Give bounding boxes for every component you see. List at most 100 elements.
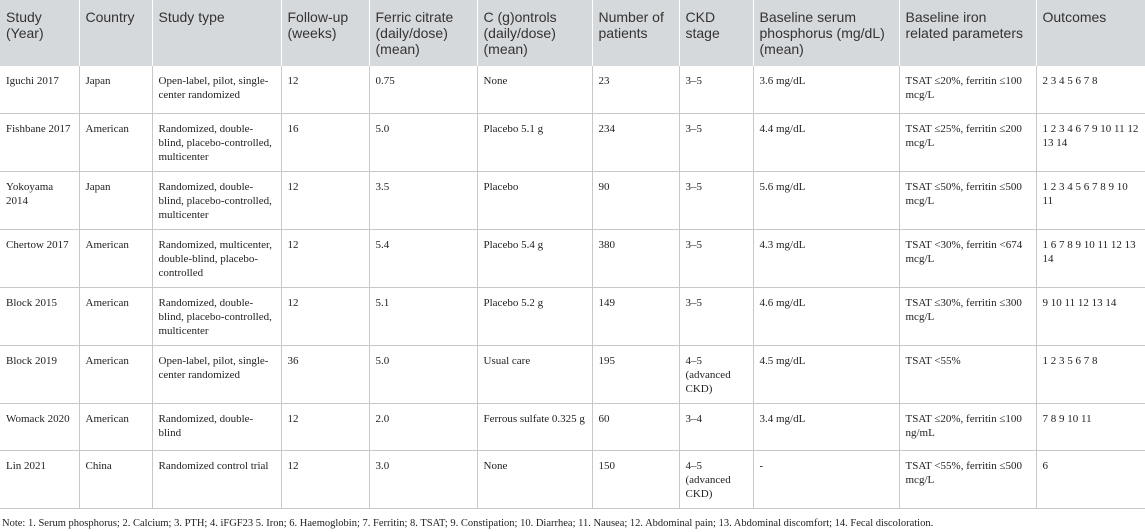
cell-country: China (79, 450, 153, 509)
cell-study-type: Randomized, multicenter, double-blind, p… (152, 229, 282, 288)
cell-follow-up: 12 (281, 171, 370, 230)
header-follow-up: Follow-up (weeks) (281, 0, 370, 66)
cell-patients: 150 (592, 450, 680, 509)
cell-follow-up: 12 (281, 450, 370, 509)
cell-patients: 90 (592, 171, 680, 230)
cell-ckd-stage: 4–5 (advanced CKD) (679, 345, 754, 404)
cell-patients: 149 (592, 287, 680, 346)
cell-study-type: Randomized control trial (152, 450, 282, 509)
cell-study: Womack 2020 (0, 403, 80, 451)
cell-country: Japan (79, 171, 153, 230)
cell-study: Iguchi 2017 (0, 66, 80, 114)
cell-phosphorus: 4.4 mg/dL (753, 113, 900, 172)
cell-iron: TSAT ≤50%, ferritin ≤500 mcg/L (899, 171, 1037, 230)
cell-study-type: Randomized, double-blind (152, 403, 282, 451)
cell-phosphorus: 4.6 mg/dL (753, 287, 900, 346)
cell-study: Block 2015 (0, 287, 80, 346)
cell-follow-up: 36 (281, 345, 370, 404)
table-row: Yokoyama 2014 Japan Randomized, double-b… (0, 171, 1145, 230)
header-ckd-stage: CKD stage (679, 0, 754, 66)
table-row: Lin 2021 China Randomized control trial … (0, 450, 1145, 509)
header-row: Study (Year) Country Study type Follow-u… (0, 0, 1145, 66)
cell-country: American (79, 345, 153, 404)
cell-ferric-citrate: 2.0 (369, 403, 478, 451)
table-row: Block 2015 American Randomized, double-b… (0, 287, 1145, 346)
table-row: Block 2019 American Open-label, pilot, s… (0, 345, 1145, 404)
cell-outcomes: 6 (1036, 450, 1145, 509)
cell-outcomes: 9 10 11 12 13 14 (1036, 287, 1145, 346)
cell-ckd-stage: 3–5 (679, 171, 754, 230)
cell-ferric-citrate: 5.0 (369, 113, 478, 172)
header-study-type: Study type (152, 0, 282, 66)
cell-iron: TSAT ≤20%, ferritin ≤100 ng/mL (899, 403, 1037, 451)
cell-ckd-stage: 4–5 (advanced CKD) (679, 450, 754, 509)
cell-study-type: Randomized, double-blind, placebo-contro… (152, 287, 282, 346)
cell-controls: Placebo 5.4 g (477, 229, 593, 288)
cell-study-type: Randomized, double-blind, placebo-contro… (152, 113, 282, 172)
cell-controls: Placebo 5.1 g (477, 113, 593, 172)
cell-controls: Placebo (477, 171, 593, 230)
header-country: Country (79, 0, 153, 66)
cell-ckd-stage: 3–5 (679, 113, 754, 172)
table-row: Fishbane 2017 American Randomized, doubl… (0, 113, 1145, 172)
cell-ferric-citrate: 3.5 (369, 171, 478, 230)
header-ferric-citrate: Ferric citrate (daily/dose) (mean) (369, 0, 478, 66)
cell-study: Chertow 2017 (0, 229, 80, 288)
cell-country: Japan (79, 66, 153, 114)
cell-patients: 234 (592, 113, 680, 172)
cell-phosphorus: 3.6 mg/dL (753, 66, 900, 114)
cell-study: Fishbane 2017 (0, 113, 80, 172)
cell-ferric-citrate: 5.1 (369, 287, 478, 346)
cell-ferric-citrate: 5.4 (369, 229, 478, 288)
cell-outcomes: 1 2 3 5 6 7 8 (1036, 345, 1145, 404)
cell-ckd-stage: 3–4 (679, 403, 754, 451)
cell-study: Block 2019 (0, 345, 80, 404)
cell-study-type: Open-label, pilot, single-center randomi… (152, 345, 282, 404)
cell-patients: 195 (592, 345, 680, 404)
cell-controls: Placebo 5.2 g (477, 287, 593, 346)
cell-study: Yokoyama 2014 (0, 171, 80, 230)
cell-follow-up: 12 (281, 229, 370, 288)
cell-phosphorus: 4.5 mg/dL (753, 345, 900, 404)
cell-controls: Usual care (477, 345, 593, 404)
cell-phosphorus: - (753, 450, 900, 509)
cell-patients: 380 (592, 229, 680, 288)
cell-follow-up: 12 (281, 403, 370, 451)
cell-outcomes: 1 2 3 4 5 6 7 8 9 10 11 (1036, 171, 1145, 230)
cell-study-type: Open-label, pilot, single-center randomi… (152, 66, 282, 114)
cell-ferric-citrate: 5.0 (369, 345, 478, 404)
table-header: Study (Year) Country Study type Follow-u… (0, 0, 1145, 66)
header-baseline-iron: Baseline iron related parameters (899, 0, 1037, 66)
cell-follow-up: 12 (281, 287, 370, 346)
cell-outcomes: 2 3 4 5 6 7 8 (1036, 66, 1145, 114)
cell-controls: None (477, 66, 593, 114)
cell-ferric-citrate: 3.0 (369, 450, 478, 509)
cell-ckd-stage: 3–5 (679, 229, 754, 288)
cell-outcomes: 1 2 3 4 6 7 9 10 11 12 13 14 (1036, 113, 1145, 172)
cell-iron: TSAT ≤30%, ferritin ≤300 mcg/L (899, 287, 1037, 346)
cell-country: American (79, 403, 153, 451)
cell-iron: TSAT <55%, ferritin ≤500 mcg/L (899, 450, 1037, 509)
header-outcomes: Outcomes (1042, 9, 1107, 25)
cell-follow-up: 16 (281, 113, 370, 172)
cell-iron: TSAT ≤25%, ferritin ≤200 mcg/L (899, 113, 1037, 172)
cell-outcomes: 1 6 7 8 9 10 11 12 13 14 (1036, 229, 1145, 288)
cell-ckd-stage: 3–5 (679, 287, 754, 346)
cell-controls: Ferrous sulfate 0.325 g (477, 403, 593, 451)
cell-country: American (79, 113, 153, 172)
cell-phosphorus: 3.4 mg/dL (753, 403, 900, 451)
study-table: Study (Year) Country Study type Follow-u… (0, 0, 1145, 509)
cell-study-type: Randomized, double-blind, placebo-contro… (152, 171, 282, 230)
header-study-year: Study (Year) (0, 0, 80, 66)
cell-patients: 23 (592, 66, 680, 114)
table-row: Chertow 2017 American Randomized, multic… (0, 229, 1145, 288)
cell-phosphorus: 5.6 mg/dL (753, 171, 900, 230)
table-row: Womack 2020 American Randomized, double-… (0, 403, 1145, 451)
cell-country: American (79, 287, 153, 346)
cell-patients: 60 (592, 403, 680, 451)
cell-study: Lin 2021 (0, 450, 80, 509)
header-controls: C (g)ontrols (daily/dose) (mean) (477, 0, 593, 66)
cell-phosphorus: 4.3 mg/dL (753, 229, 900, 288)
cell-country: American (79, 229, 153, 288)
cell-follow-up: 12 (281, 66, 370, 114)
